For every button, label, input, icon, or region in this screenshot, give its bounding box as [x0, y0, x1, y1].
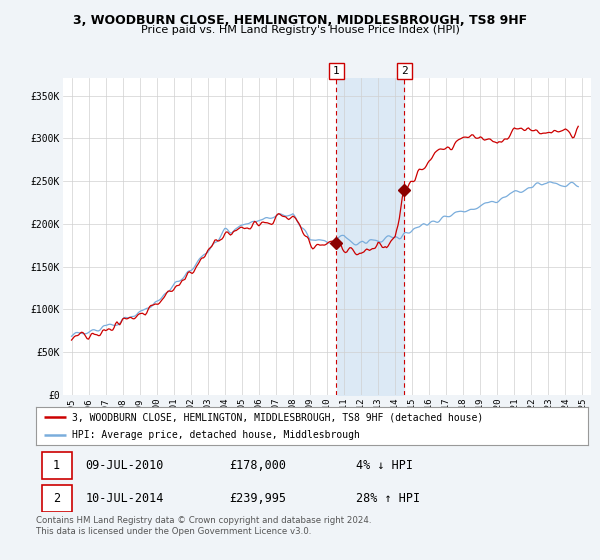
Text: 2: 2 [53, 492, 60, 505]
Text: 3, WOODBURN CLOSE, HEMLINGTON, MIDDLESBROUGH, TS8 9HF (detached house): 3, WOODBURN CLOSE, HEMLINGTON, MIDDLESBR… [72, 412, 483, 422]
FancyBboxPatch shape [41, 485, 72, 512]
Text: 28% ↑ HPI: 28% ↑ HPI [356, 492, 420, 505]
Text: 1: 1 [53, 459, 60, 472]
Text: 4% ↓ HPI: 4% ↓ HPI [356, 459, 413, 472]
Text: Price paid vs. HM Land Registry's House Price Index (HPI): Price paid vs. HM Land Registry's House … [140, 25, 460, 35]
Text: 3, WOODBURN CLOSE, HEMLINGTON, MIDDLESBROUGH, TS8 9HF: 3, WOODBURN CLOSE, HEMLINGTON, MIDDLESBR… [73, 14, 527, 27]
Text: 2: 2 [401, 66, 407, 76]
Text: £239,995: £239,995 [229, 492, 286, 505]
Text: Contains HM Land Registry data © Crown copyright and database right 2024.
This d: Contains HM Land Registry data © Crown c… [36, 516, 371, 536]
FancyBboxPatch shape [41, 452, 72, 479]
Text: 10-JUL-2014: 10-JUL-2014 [86, 492, 164, 505]
Text: £178,000: £178,000 [229, 459, 286, 472]
Text: HPI: Average price, detached house, Middlesbrough: HPI: Average price, detached house, Midd… [72, 430, 360, 440]
Text: 09-JUL-2010: 09-JUL-2010 [86, 459, 164, 472]
Text: 1: 1 [332, 66, 340, 76]
